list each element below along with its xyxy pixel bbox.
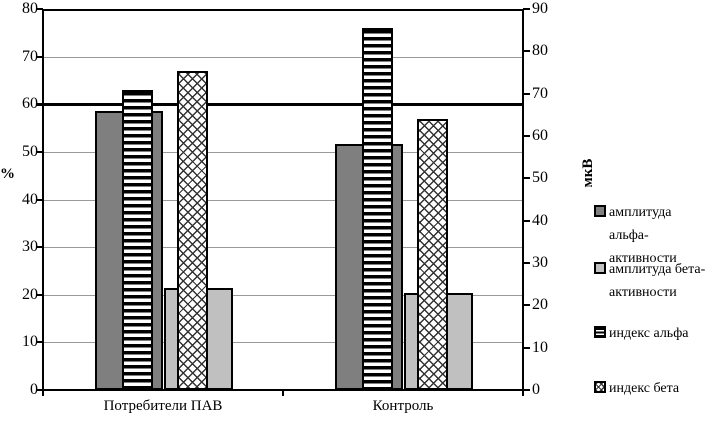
legend-label-line: индекс бета <box>609 381 680 396</box>
y-right-tick-60 <box>523 135 530 137</box>
y-right-tick-label-90: 90 <box>532 0 548 17</box>
bar-series3-cat1 <box>417 118 448 390</box>
legend-label-line: активности <box>609 251 677 266</box>
gridline-50 <box>43 152 523 153</box>
legend-marker-solid-light <box>594 262 606 274</box>
legend-label-line: амплитуда бета- <box>609 262 706 277</box>
legend-marker-h-stripes <box>594 326 606 338</box>
bar-series2-cat0 <box>122 89 153 390</box>
legend-entry-3: индекс бета <box>594 377 679 400</box>
bar-series2-cat1 <box>362 28 393 390</box>
y-left-tick-label-50: 50 <box>22 143 38 160</box>
legend-marker-crosshatch <box>594 381 606 393</box>
y-right-tick-label-50: 50 <box>532 169 548 186</box>
legend-label: амплитуда альфа-активности <box>609 201 677 270</box>
y-left-tick-20 <box>36 294 43 296</box>
y-left-tick-70 <box>36 56 43 58</box>
legend-label-line: альфа- <box>609 228 649 243</box>
y-axis-right-line <box>522 9 524 392</box>
x-axis-tick-2 <box>522 390 524 396</box>
y-right-tick-70 <box>523 93 530 95</box>
legend-entry-1: амплитуда бета-активности <box>594 258 705 304</box>
y-right-tick-label-20: 20 <box>532 296 548 313</box>
x-axis-tick-0 <box>42 390 44 396</box>
y-left-tick-0 <box>36 389 43 391</box>
y-left-tick-30 <box>36 246 43 248</box>
legend-label: индекс альфа <box>609 322 688 345</box>
x-axis-tick-1 <box>282 390 284 396</box>
y-left-tick-40 <box>36 199 43 201</box>
plot-top-border <box>43 9 523 11</box>
legend-marker-solid-dark <box>594 205 606 217</box>
y-left-tick-label-10: 10 <box>22 333 38 350</box>
y-right-tick-80 <box>523 50 530 52</box>
y-right-tick-label-0: 0 <box>532 381 540 398</box>
category-label-0: Потребители ПАВ <box>103 398 223 414</box>
y-left-tick-label-30: 30 <box>22 238 38 255</box>
left-axis-title: % <box>0 166 15 182</box>
y-left-tick-label-80: 80 <box>22 0 38 17</box>
gridline-30 <box>43 247 523 248</box>
legend-entry-0: амплитуда альфа-активности <box>594 201 677 270</box>
y-right-tick-20 <box>523 304 530 306</box>
y-right-tick-label-10: 10 <box>532 339 548 356</box>
category-label-1: Контроль <box>372 398 434 414</box>
y-left-tick-60 <box>36 103 43 105</box>
y-right-tick-label-60: 60 <box>532 127 548 144</box>
gridline-10 <box>43 342 523 343</box>
y-right-tick-50 <box>523 177 530 179</box>
y-right-tick-label-30: 30 <box>532 254 548 271</box>
legend-label: амплитуда бета-активности <box>609 258 705 304</box>
y-right-tick-30 <box>523 262 530 264</box>
bar-series3-cat0 <box>177 70 208 390</box>
reference-line-60 <box>36 103 523 106</box>
y-left-tick-label-0: 0 <box>30 381 38 398</box>
y-left-tick-label-40: 40 <box>22 191 38 208</box>
y-left-tick-10 <box>36 341 43 343</box>
y-left-tick-50 <box>36 151 43 153</box>
legend-label: индекс бета <box>609 377 679 400</box>
legend-label-line: индекс альфа <box>609 326 689 341</box>
y-right-tick-40 <box>523 220 530 222</box>
legend-label-line: амплитуда <box>609 205 672 220</box>
y-right-tick-0 <box>523 389 530 391</box>
gridline-40 <box>43 200 523 201</box>
y-right-tick-label-80: 80 <box>532 42 548 59</box>
chart-legend: амплитуда альфа-активности амплитуда бета-… <box>594 0 728 424</box>
y-axis-left-line <box>42 9 44 392</box>
gridline-70 <box>43 57 523 58</box>
legend-label-line: активности <box>609 285 677 300</box>
gridline-20 <box>43 295 523 296</box>
y-right-tick-label-70: 70 <box>532 85 548 102</box>
y-right-tick-10 <box>523 347 530 349</box>
y-right-tick-label-40: 40 <box>532 212 548 229</box>
y-right-tick-90 <box>523 8 530 10</box>
y-left-tick-label-60: 60 <box>22 95 38 112</box>
y-left-tick-label-70: 70 <box>22 48 38 65</box>
legend-entry-2: индекс альфа <box>594 322 688 345</box>
y-left-tick-80 <box>36 8 43 10</box>
y-left-tick-label-20: 20 <box>22 286 38 303</box>
